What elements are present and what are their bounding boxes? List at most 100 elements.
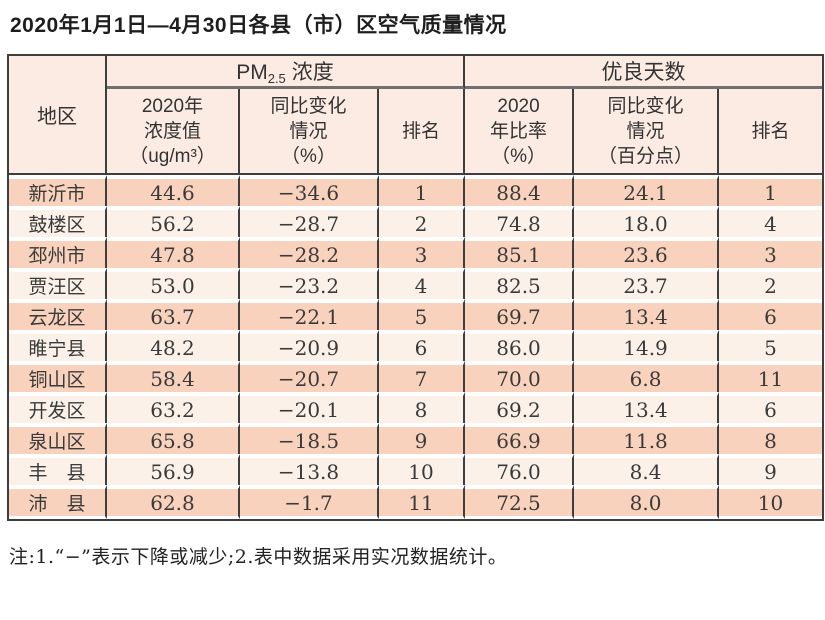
column-header-pm-value: 2020年 浓度值 （ug/m³） — [107, 89, 240, 176]
cell-pm-value: 65.8 — [107, 423, 240, 455]
cell-pm-change: −34.6 — [240, 175, 379, 207]
cell-gd-rank: 6 — [719, 299, 823, 331]
cell-pm-value: 63.7 — [107, 299, 240, 331]
cell-pm-value: 56.9 — [107, 454, 240, 486]
pm25-label-rest: 浓度 — [291, 61, 334, 85]
cell-gd-change: 14.9 — [574, 330, 720, 362]
table-row: 丰 县 56.9 −13.8 10 76.0 8.4 9 — [9, 454, 823, 486]
column-header-pm-rank: 排名 — [379, 89, 466, 176]
cell-pm-rank: 4 — [379, 268, 466, 300]
cell-pm-change: −22.1 — [240, 299, 379, 331]
table-row: 铜山区 58.4 −20.7 7 70.0 6.8 11 — [9, 361, 823, 393]
column-group-good-days: 优良天数 — [465, 56, 823, 90]
cell-pm-change: −20.9 — [240, 330, 379, 362]
table-row: 开发区 63.2 −20.1 8 69.2 13.4 6 — [9, 392, 823, 424]
table-row: 鼓楼区 56.2 −28.7 2 74.8 18.0 4 — [9, 206, 823, 238]
cell-gd-ratio: 69.2 — [465, 392, 575, 424]
cell-gd-rank: 8 — [719, 423, 823, 455]
cell-pm-value: 44.6 — [107, 175, 240, 207]
cell-gd-ratio: 72.5 — [465, 485, 575, 520]
cell-pm-change: −13.8 — [240, 454, 379, 486]
cell-gd-change: 8.0 — [574, 485, 720, 520]
cell-gd-rank: 10 — [719, 485, 823, 520]
pm25-label-main: PM — [236, 61, 268, 85]
cell-gd-ratio: 70.0 — [465, 361, 575, 393]
column-header-region: 地区 — [9, 56, 107, 176]
cell-region: 泉山区 — [9, 423, 107, 455]
cell-gd-change: 8.4 — [574, 454, 720, 486]
cell-gd-rank: 3 — [719, 237, 823, 269]
cell-pm-change: −28.7 — [240, 206, 379, 238]
cell-pm-value: 47.8 — [107, 237, 240, 269]
pm25-label-subscript: 2.5 — [267, 71, 286, 87]
cell-gd-rank: 11 — [719, 361, 823, 393]
cell-region: 丰 县 — [9, 454, 107, 486]
cell-pm-value: 63.2 — [107, 392, 240, 424]
cell-region: 贾汪区 — [9, 268, 107, 300]
header-group-row: 地区 PM2.5 浓度 优良天数 — [9, 56, 823, 176]
cell-pm-value: 62.8 — [107, 485, 240, 520]
table-row: 邳州市 47.8 −28.2 3 85.1 23.6 3 — [9, 237, 823, 269]
cell-gd-change: 6.8 — [574, 361, 720, 393]
cell-region: 新沂市 — [9, 175, 107, 207]
cell-gd-rank: 1 — [719, 175, 823, 207]
table-header: 地区 PM2.5 浓度 优良天数 2020年 浓度值 （ug/m³） 同比变化 情… — [9, 56, 823, 176]
cell-pm-value: 48.2 — [107, 330, 240, 362]
table-footnote: 注:1.“−”表示下降或减少;2.表中数据采用实况数据统计。 — [9, 546, 508, 569]
cell-region: 铜山区 — [9, 361, 107, 393]
cell-pm-value: 53.0 — [107, 268, 240, 300]
cell-gd-ratio: 88.4 — [465, 175, 575, 207]
table-body: 新沂市 44.6 −34.6 1 88.4 24.1 1 鼓楼区 56.2 −28.7 2 74.8 1… — [9, 175, 823, 520]
cell-pm-rank: 2 — [379, 206, 466, 238]
cell-pm-rank: 8 — [379, 392, 466, 424]
cell-region: 睢宁县 — [9, 330, 107, 362]
column-header-gd-rank: 排名 — [719, 89, 823, 176]
cell-region: 开发区 — [9, 392, 107, 424]
cell-pm-rank: 11 — [379, 485, 466, 520]
cell-pm-change: −23.2 — [240, 268, 379, 300]
cell-pm-change: −20.7 — [240, 361, 379, 393]
cell-pm-value: 56.2 — [107, 206, 240, 238]
cell-gd-rank: 9 — [719, 454, 823, 486]
table-row: 云龙区 63.7 −22.1 5 69.7 13.4 6 — [9, 299, 823, 331]
cell-gd-ratio: 69.7 — [465, 299, 575, 331]
column-header-pm-change: 同比变化 情况 （%） — [240, 89, 379, 176]
cell-region: 沛 县 — [9, 485, 107, 520]
cell-region: 邳州市 — [9, 237, 107, 269]
table-row: 贾汪区 53.0 −23.2 4 82.5 23.7 2 — [9, 268, 823, 300]
cell-pm-rank: 1 — [379, 175, 466, 207]
cell-gd-ratio: 85.1 — [465, 237, 575, 269]
table-row: 泉山区 65.8 −18.5 9 66.9 11.8 8 — [9, 423, 823, 455]
cell-pm-rank: 5 — [379, 299, 466, 331]
cell-region: 云龙区 — [9, 299, 107, 331]
table-row: 沛 县 62.8 −1.7 11 72.5 8.0 10 — [9, 485, 823, 520]
cell-gd-change: 23.7 — [574, 268, 720, 300]
table-row: 新沂市 44.6 −34.6 1 88.4 24.1 1 — [9, 175, 823, 207]
cell-gd-change: 13.4 — [574, 392, 720, 424]
cell-pm-value: 58.4 — [107, 361, 240, 393]
cell-pm-rank: 7 — [379, 361, 466, 393]
pm25-label: PM2.5 浓度 — [236, 61, 334, 87]
cell-pm-change: −28.2 — [240, 237, 379, 269]
cell-gd-ratio: 74.8 — [465, 206, 575, 238]
cell-pm-change: −20.1 — [240, 392, 379, 424]
cell-gd-change: 23.6 — [574, 237, 720, 269]
cell-gd-ratio: 82.5 — [465, 268, 575, 300]
cell-gd-ratio: 66.9 — [465, 423, 575, 455]
cell-pm-rank: 3 — [379, 237, 466, 269]
column-header-gd-change: 同比变化 情况 （百分点） — [574, 89, 720, 176]
column-group-pm25: PM2.5 浓度 — [107, 56, 466, 90]
cell-pm-rank: 6 — [379, 330, 466, 362]
cell-gd-change: 24.1 — [574, 175, 720, 207]
cell-gd-ratio: 86.0 — [465, 330, 575, 362]
cell-gd-change: 18.0 — [574, 206, 720, 238]
cell-pm-rank: 10 — [379, 454, 466, 486]
cell-gd-ratio: 76.0 — [465, 454, 575, 486]
cell-gd-rank: 6 — [719, 392, 823, 424]
cell-gd-rank: 4 — [719, 206, 823, 238]
cell-gd-change: 13.4 — [574, 299, 720, 331]
cell-gd-rank: 5 — [719, 330, 823, 362]
page-title: 2020年1月1日—4月30日各县（市）区空气质量情况 — [10, 14, 507, 37]
cell-region: 鼓楼区 — [9, 206, 107, 238]
